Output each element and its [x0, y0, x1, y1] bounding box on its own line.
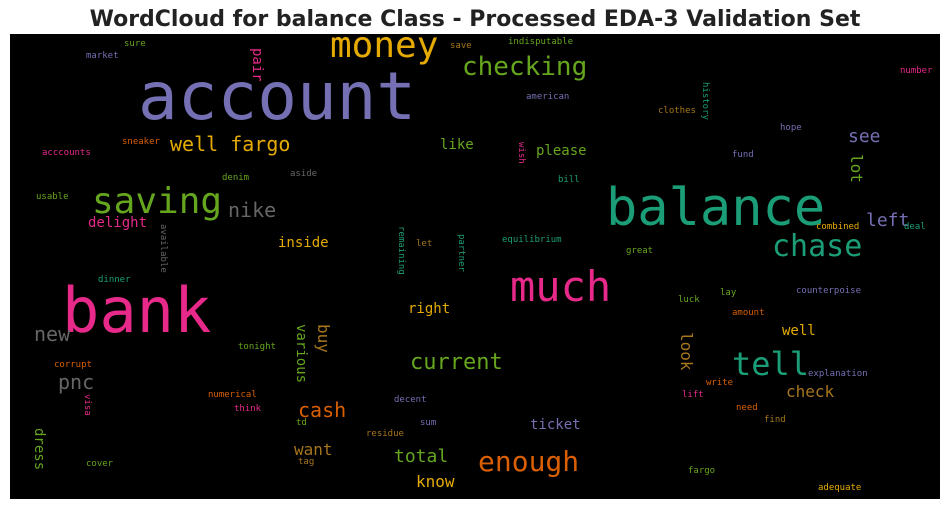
- word-luck: luck: [678, 295, 700, 305]
- word-know: know: [416, 472, 455, 491]
- word-tag: tag: [298, 457, 315, 467]
- word-partner: partner: [456, 234, 466, 272]
- word-enough: enough: [478, 445, 580, 478]
- word-fund: fund: [732, 150, 754, 160]
- word-equilibrium: equilibrium: [502, 235, 562, 245]
- word-dinner: dinner: [98, 275, 131, 285]
- word-please: please: [536, 143, 587, 159]
- word-history: history: [700, 82, 710, 120]
- word-numerical: numerical: [208, 390, 257, 400]
- word-corrupt: corrupt: [54, 360, 92, 370]
- word-total: total: [394, 446, 449, 467]
- word-deal: deal: [904, 222, 926, 232]
- word-amount: amount: [732, 308, 765, 318]
- word-cover: cover: [86, 459, 114, 469]
- word-pnc: pnc: [58, 370, 95, 394]
- word-various: various: [293, 324, 309, 384]
- word-lot: lot: [847, 154, 866, 183]
- word-sneaker: sneaker: [122, 137, 160, 147]
- word-much: much: [510, 262, 612, 311]
- word-account: account: [138, 58, 417, 135]
- word-explanation: explanation: [808, 369, 868, 379]
- word-dress: dress: [31, 428, 47, 471]
- word-bill: bill: [558, 175, 580, 185]
- word-decent: decent: [394, 395, 427, 405]
- word-check: check: [786, 382, 835, 401]
- word-pair: pair: [249, 48, 265, 82]
- word-save: save: [450, 41, 472, 51]
- word-want: want: [294, 440, 333, 459]
- word-look: look: [677, 332, 696, 371]
- word-acccounts: acccounts: [42, 148, 91, 158]
- word-clothes: clothes: [658, 106, 696, 116]
- word-available: available: [158, 224, 168, 273]
- word-td: td: [296, 418, 307, 428]
- word-write: write: [706, 378, 734, 388]
- chart-title: WordCloud for balance Class - Processed …: [89, 7, 861, 32]
- word-right: right: [408, 301, 451, 317]
- word-ticket: ticket: [530, 417, 581, 433]
- word-current: current: [410, 350, 503, 375]
- word-number: number: [900, 66, 933, 76]
- word-like: like: [440, 137, 474, 153]
- word-residue: residue: [366, 429, 404, 439]
- word-cash: cash: [298, 398, 347, 422]
- word-sure: sure: [124, 39, 146, 49]
- word-left: left: [866, 210, 910, 231]
- word-fargo: fargo: [688, 466, 716, 476]
- word-chase: chase: [772, 229, 863, 264]
- word-visa: visa: [82, 394, 92, 416]
- word-american: american: [526, 92, 570, 102]
- word-hope: hope: [780, 123, 802, 133]
- word-tonight: tonight: [238, 342, 276, 352]
- word-saving: saving: [92, 181, 223, 222]
- word-buy: buy: [314, 324, 333, 353]
- word-adequate: adequate: [818, 483, 862, 493]
- word-indisputable: indisputable: [508, 37, 574, 47]
- word-bank: bank: [62, 274, 212, 347]
- word-think: think: [234, 404, 262, 414]
- word-cloud-canvas: account bank balance money much saving chase ch…: [10, 34, 940, 499]
- word-checking: checking: [462, 52, 588, 82]
- word-inside: inside: [278, 235, 329, 251]
- word-usable: usable: [36, 192, 69, 202]
- word-see: see: [848, 126, 881, 147]
- word-balance: balance: [606, 178, 826, 238]
- word-wish: wish: [516, 142, 526, 164]
- word-let: let: [416, 239, 433, 249]
- word-denim: denim: [222, 173, 250, 183]
- word-combined: combined: [816, 222, 860, 232]
- word-find: find: [764, 415, 786, 425]
- word-lift: lift: [682, 390, 704, 400]
- word-aside: aside: [290, 169, 318, 179]
- word-great: great: [626, 246, 654, 256]
- word-tell: tell: [732, 345, 810, 383]
- word-lay: lay: [720, 288, 737, 298]
- word-remaining: remaining: [396, 226, 406, 275]
- word-well-fargo: well fargo: [170, 132, 291, 156]
- word-market: market: [86, 51, 119, 61]
- word-sum: sum: [420, 418, 437, 428]
- word-new: new: [34, 322, 71, 346]
- word-need: need: [736, 403, 758, 413]
- word-counterpoise: counterpoise: [796, 286, 862, 296]
- word-money: money: [330, 34, 439, 66]
- word-delight: delight: [88, 215, 148, 231]
- word-well: well: [782, 323, 816, 339]
- word-nike: nike: [228, 198, 277, 222]
